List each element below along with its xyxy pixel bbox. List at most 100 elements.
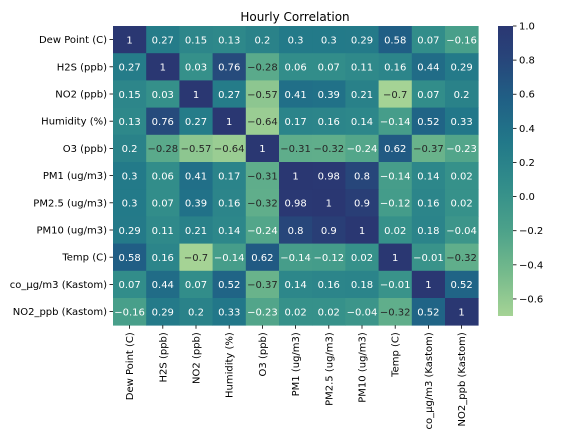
cell-value-label: 0.3 (122, 171, 138, 182)
heatmap-cell (113, 162, 147, 190)
cell-value-label: 0.14 (351, 117, 373, 128)
heatmap-cell (179, 134, 213, 163)
cell-value-label: 1 (458, 307, 464, 318)
cell-value-label: 0.58 (118, 253, 140, 264)
heatmap-cell (345, 189, 379, 217)
x-tick-label: Dew Point (C) (125, 332, 136, 400)
cell-value-label: 0.07 (417, 35, 439, 46)
cell-value-label: 0.11 (351, 63, 373, 74)
heatmap-cell (345, 107, 379, 136)
colorbar-gradient (498, 26, 513, 316)
heatmap-cell (146, 216, 180, 244)
cell-value-label: 1 (292, 171, 298, 182)
y-tick-label: co_µg/m3 (Kastom) (10, 280, 107, 291)
colorbar-tick-label: −0.6 (519, 294, 543, 305)
heatmap-cell (445, 107, 479, 136)
x-tick-label: Temp (C) (391, 332, 402, 378)
cell-value-label: −0.16 (446, 35, 477, 46)
cell-value-label: −0.01 (413, 253, 444, 264)
cell-value-label: −0.37 (413, 144, 444, 155)
cell-value-label: 0.07 (417, 90, 439, 101)
cell-value-label: −0.01 (380, 280, 411, 291)
cell-value-label: 0.44 (152, 280, 174, 291)
heatmap-cell (245, 53, 280, 81)
cell-value-label: 0.76 (218, 63, 240, 74)
heatmap-cell (378, 243, 413, 272)
cell-value-label: −0.57 (181, 144, 212, 155)
heatmap-cell (312, 53, 346, 81)
heatmap-cell (411, 53, 446, 81)
cell-value-label: 0.2 (122, 144, 138, 155)
heatmap-cell (212, 298, 247, 326)
cell-value-label: 0.3 (288, 35, 304, 46)
heatmap-cell (279, 216, 313, 244)
heatmap-cell (279, 107, 313, 136)
heatmap-cell (279, 53, 313, 81)
cell-value-label: 0.44 (417, 63, 439, 74)
cell-value-label: 0.62 (251, 253, 273, 264)
heatmap-cell (345, 270, 379, 299)
cell-value-label: 0.29 (152, 307, 174, 318)
cell-value-label: 0.03 (152, 90, 174, 101)
heatmap-cell (279, 80, 313, 108)
heatmap-cell (212, 53, 247, 81)
heatmap-cell (113, 298, 147, 326)
heatmap-cell (212, 270, 247, 299)
cell-value-label: 1 (126, 35, 132, 46)
heatmap-cell (445, 26, 479, 54)
heatmap-cell (378, 107, 413, 136)
y-tick-label: Temp (C) (61, 253, 107, 264)
heatmap-cell (445, 53, 479, 81)
cell-value-label: 0.16 (318, 117, 340, 128)
colorbar-tick-label: 0.8 (519, 56, 535, 67)
cell-value-label: 0.29 (351, 35, 373, 46)
heatmap-cell (411, 162, 446, 190)
cell-value-label: 0.21 (185, 226, 207, 237)
cell-value-label: 0.9 (321, 226, 337, 237)
cell-value-label: −0.16 (114, 307, 145, 318)
cell-value-label: 0.9 (354, 199, 370, 210)
heatmap-cell (113, 270, 147, 299)
cell-value-label: 0.17 (218, 171, 240, 182)
heatmap-cell (312, 243, 346, 272)
x-tick-label: Humidity (%) (225, 332, 236, 398)
heatmap-cell (445, 270, 479, 299)
heatmap-cell (445, 189, 479, 217)
heatmap-cell (378, 53, 413, 81)
heatmap-cell (312, 26, 346, 54)
heatmap-cell (212, 189, 247, 217)
cell-value-label: 0.2 (188, 307, 204, 318)
cell-value-label: −0.31 (247, 171, 278, 182)
cell-value-label: 0.21 (351, 90, 373, 101)
heatmap-cell (245, 270, 280, 299)
cell-value-label: 0.62 (384, 144, 406, 155)
heatmap-cell (245, 162, 280, 190)
x-tick-labels: Dew Point (C) H2S (ppb) NO2 (ppb) Humidity … (125, 325, 468, 429)
cell-value-label: −0.28 (147, 144, 178, 155)
heatmap-cell (378, 26, 413, 54)
cell-value-label: 0.18 (417, 226, 439, 237)
heatmap-cell (146, 298, 180, 326)
heatmap-cell (146, 53, 180, 81)
cell-value-label: −0.24 (347, 144, 378, 155)
heatmap-cell (312, 298, 346, 326)
cell-value-label: −0.32 (247, 199, 278, 210)
cell-value-label: −0.23 (446, 144, 477, 155)
cell-value-label: −0.14 (280, 253, 311, 264)
heatmap-cell (279, 134, 313, 163)
heatmap-cell (411, 243, 446, 272)
heatmap-cell (378, 216, 413, 244)
cell-value-label: 1 (259, 144, 265, 155)
cell-value-label: 0.33 (218, 307, 240, 318)
heatmap-cell (179, 53, 213, 81)
y-tick-labels: Dew Point (C) H2S (ppb) NO2 (ppb) Humidity … (10, 35, 113, 318)
heatmap-cell (445, 162, 479, 190)
heatmap-cell (445, 134, 479, 163)
heatmap-cell (245, 107, 280, 136)
cell-value-label: 1 (359, 226, 365, 237)
heatmap-cell (212, 134, 247, 163)
cell-value-label: 0.41 (185, 171, 207, 182)
x-tick-label: NO2_ppb (Kastom) (457, 332, 468, 426)
heatmap-cell (179, 189, 213, 217)
cell-value-label: 0.07 (318, 63, 340, 74)
